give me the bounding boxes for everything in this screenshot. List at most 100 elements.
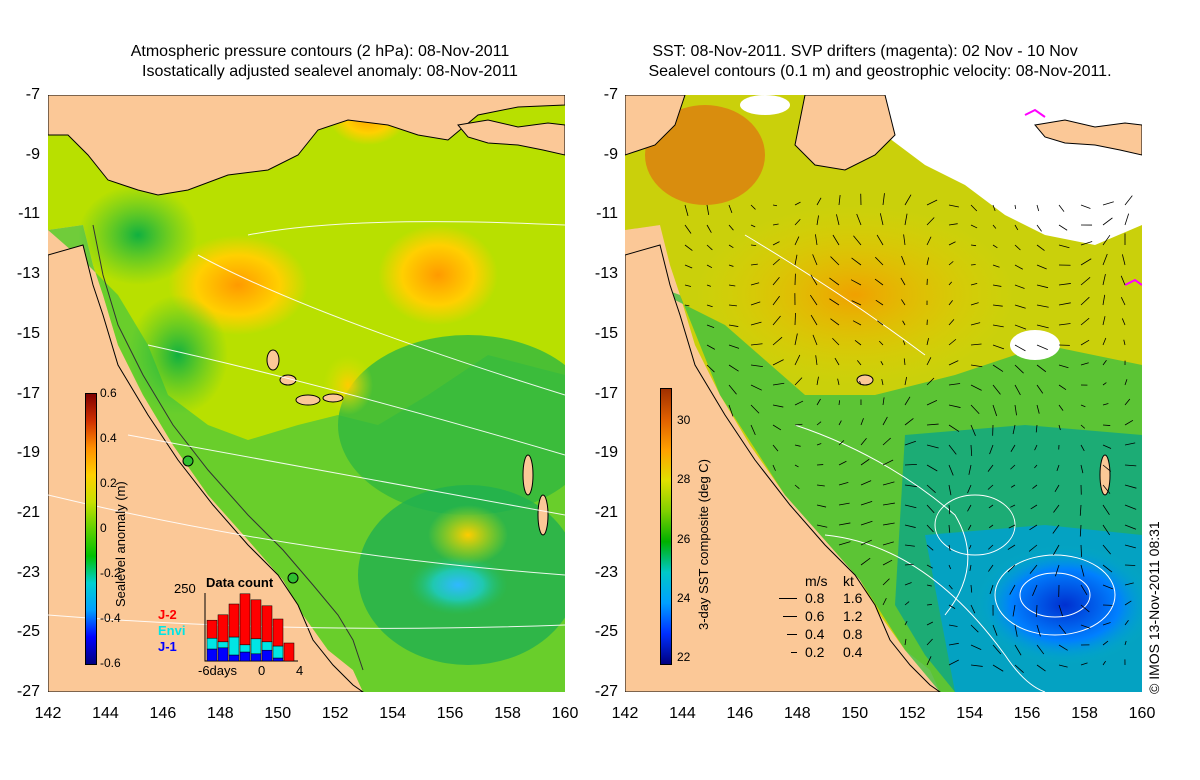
velocity-arrow [970, 204, 978, 212]
velocity-arrow [1124, 640, 1127, 646]
velocity-arrow [970, 644, 982, 651]
velocity-arrow [816, 524, 828, 528]
velocity-arrow [1080, 258, 1092, 266]
velocity-arrow [970, 224, 978, 229]
velocity-arrow [772, 204, 778, 207]
velocity-arrow [706, 304, 713, 308]
histogram-bar-j2 [261, 605, 273, 643]
drifter-track [1024, 108, 1046, 118]
velocity-arrow [1014, 224, 1019, 231]
velocity-arrow [794, 423, 803, 426]
velocity-arrow [970, 584, 973, 593]
lon-tick-label: 150 [841, 705, 869, 722]
velocity-arrow [810, 274, 818, 286]
velocity-arrow [875, 256, 884, 266]
velocity-arrow [992, 224, 997, 229]
velocity-arrow [1058, 323, 1071, 326]
velocity-arrow [750, 263, 758, 266]
velocity-arrow [684, 264, 693, 269]
velocity-arrow [1080, 296, 1090, 306]
velocity-arrow [728, 244, 734, 249]
velocity-arrow [1058, 204, 1065, 212]
velocity-arrow [882, 416, 888, 426]
velocity-arrow [903, 234, 906, 246]
histogram-bar-j1 [250, 653, 262, 662]
velocity-arrow [882, 437, 891, 446]
lon-tick-label: 148 [206, 705, 234, 722]
velocity-arrow [794, 377, 803, 386]
velocity-arrow [1036, 384, 1044, 394]
velocity-arrow [904, 544, 915, 547]
lon-tick-label: 156 [1013, 705, 1041, 722]
velocity-arrow [794, 201, 801, 206]
lat-tick-label: -19 [594, 444, 618, 462]
velocity-arrow [750, 204, 756, 210]
velocity-arrow [948, 319, 955, 326]
velocity-arrow [1124, 213, 1130, 226]
velocity-arrow [992, 344, 1005, 350]
velocity-arrow [1058, 404, 1064, 411]
velocity-arrow [926, 564, 933, 569]
velocity-arrow [882, 559, 893, 566]
velocity-arrow [832, 337, 840, 346]
velocity-arrow [1009, 584, 1016, 595]
velocity-arrow [926, 484, 936, 493]
sealevel-colorbar-tick: 0.2 [100, 476, 117, 490]
velocity-arrow [728, 384, 737, 395]
velocity-arrow [926, 423, 939, 426]
velocity-arrow [988, 524, 994, 529]
velocity-arrow [926, 464, 938, 472]
lon-tick-label: 142 [34, 705, 62, 722]
velocity-arrow [1036, 244, 1045, 251]
velocity-legend-kt: 1.6 [843, 590, 863, 606]
velocity-arrow [1080, 204, 1091, 209]
velocity-arrow [816, 376, 819, 386]
lon-tick-label: 158 [1071, 705, 1098, 722]
velocity-arrow [853, 235, 862, 246]
velocity-scale-arrow [783, 616, 797, 617]
velocity-arrow [772, 223, 779, 226]
velocity-arrow [816, 504, 827, 508]
velocity-arrow [881, 378, 884, 386]
lat-tick-label: -17 [16, 384, 40, 402]
velocity-arrow [860, 437, 867, 446]
velocity-arrow [1080, 241, 1093, 246]
velocity-arrow [860, 418, 864, 426]
right-sst-map: 30 28 26 24 22 3-day SST composite (deg C) m… [625, 95, 1142, 692]
velocity-arrow [1124, 544, 1136, 549]
velocity-arrow [948, 584, 953, 590]
velocity-arrow [772, 444, 779, 452]
velocity-arrow [1080, 564, 1085, 577]
histogram-bar-j2 [228, 603, 240, 638]
velocity-arrow [988, 544, 994, 550]
velocity-arrow [684, 244, 693, 251]
velocity-arrow [794, 354, 801, 366]
histogram-x-label: 4 [296, 663, 304, 678]
velocity-arrow [1058, 384, 1067, 391]
velocity-arrow [1036, 664, 1046, 672]
velocity-arrow [794, 400, 804, 406]
lat-tick-label: -7 [25, 86, 40, 103]
velocity-arrow [728, 324, 739, 327]
histogram-bar-j2 [250, 599, 262, 640]
velocity-arrow [772, 258, 780, 266]
velocity-arrow [948, 484, 952, 496]
velocity-arrow [1102, 660, 1106, 666]
velocity-arrow [992, 404, 998, 417]
velocity-arrow [948, 464, 954, 476]
velocity-arrow [1014, 204, 1017, 210]
velocity-scale-arrow [787, 634, 797, 635]
velocity-arrow [926, 584, 932, 587]
velocity-arrow [1124, 464, 1137, 467]
histogram-bars [204, 593, 298, 662]
velocity-arrow [901, 299, 906, 306]
lat-tick-label: -13 [16, 265, 40, 283]
histogram-bar-j1 [239, 651, 251, 662]
velocity-arrow [988, 504, 994, 509]
velocity-arrow [816, 197, 822, 206]
velocity-arrow [851, 300, 862, 306]
velocity-arrow [967, 484, 972, 494]
velocity-arrow [1080, 317, 1090, 326]
velocity-arrow [1080, 584, 1088, 596]
velocity-arrow [836, 214, 840, 226]
